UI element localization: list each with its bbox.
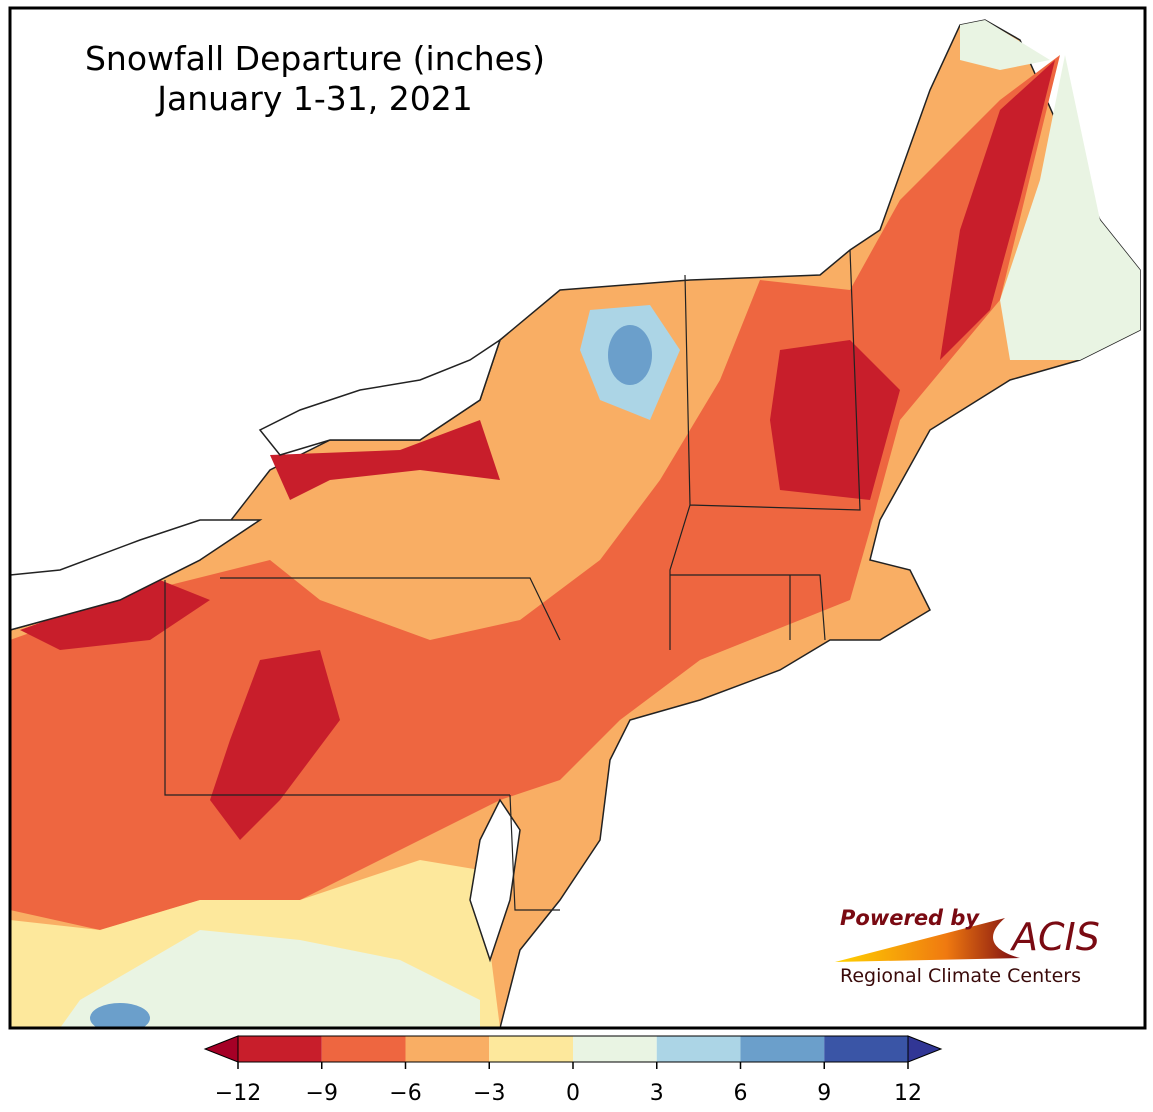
colorbar-bin (405, 1036, 490, 1062)
lake-erie (10, 519, 263, 631)
chesapeake (469, 798, 521, 963)
logo-tagline: Powered by (840, 906, 980, 930)
logo: Powered by ACIS Regional Climate Centers (835, 906, 1100, 987)
title-line: Snowfall Departure (inches) (85, 39, 545, 78)
blue-spot (90, 1003, 150, 1028)
colorbar: −12 −9 −6 −3 0 3 6 9 12 (203, 1035, 943, 1106)
colorbar-bin (740, 1036, 825, 1062)
colorbar-bin (824, 1036, 908, 1062)
colorbar-bin (321, 1036, 406, 1062)
colorbar-bin (489, 1036, 573, 1062)
map-frame (8, 6, 1147, 1030)
title-line: January 1-31, 2021 (155, 79, 472, 118)
colorbar-extend (203, 1035, 239, 1063)
logo-footer: Regional Climate Centers (840, 965, 1081, 987)
colorbar-tick-label: −3 (473, 1081, 505, 1106)
adirondack-core (608, 325, 652, 385)
colorbar-tick-label: −9 (306, 1081, 338, 1106)
maine-east (960, 20, 1140, 360)
colorbar-bin (573, 1036, 657, 1062)
logo-swoosh (835, 918, 1020, 962)
logo-brand: ACIS (1009, 915, 1100, 959)
lake-ontario (258, 338, 502, 456)
south-green (60, 930, 480, 1028)
colorbar-tick-label: 12 (894, 1081, 922, 1106)
colorbar-tick-label: −12 (215, 1081, 261, 1106)
colorbar-tick-label: 0 (566, 1081, 580, 1106)
map (10, 8, 1145, 1028)
colorbar-bin (238, 1036, 322, 1062)
colorbar-tick-label: 3 (650, 1081, 664, 1106)
colorbar-tick-label: 9 (817, 1081, 831, 1106)
colorbar-tick-label: −6 (389, 1081, 421, 1106)
colorbar-bin (656, 1036, 741, 1062)
colorbar-extend (907, 1035, 943, 1063)
colorbar-tick-label: 6 (734, 1081, 748, 1106)
state-lines (164, 249, 861, 911)
deep-red (20, 60, 1055, 840)
